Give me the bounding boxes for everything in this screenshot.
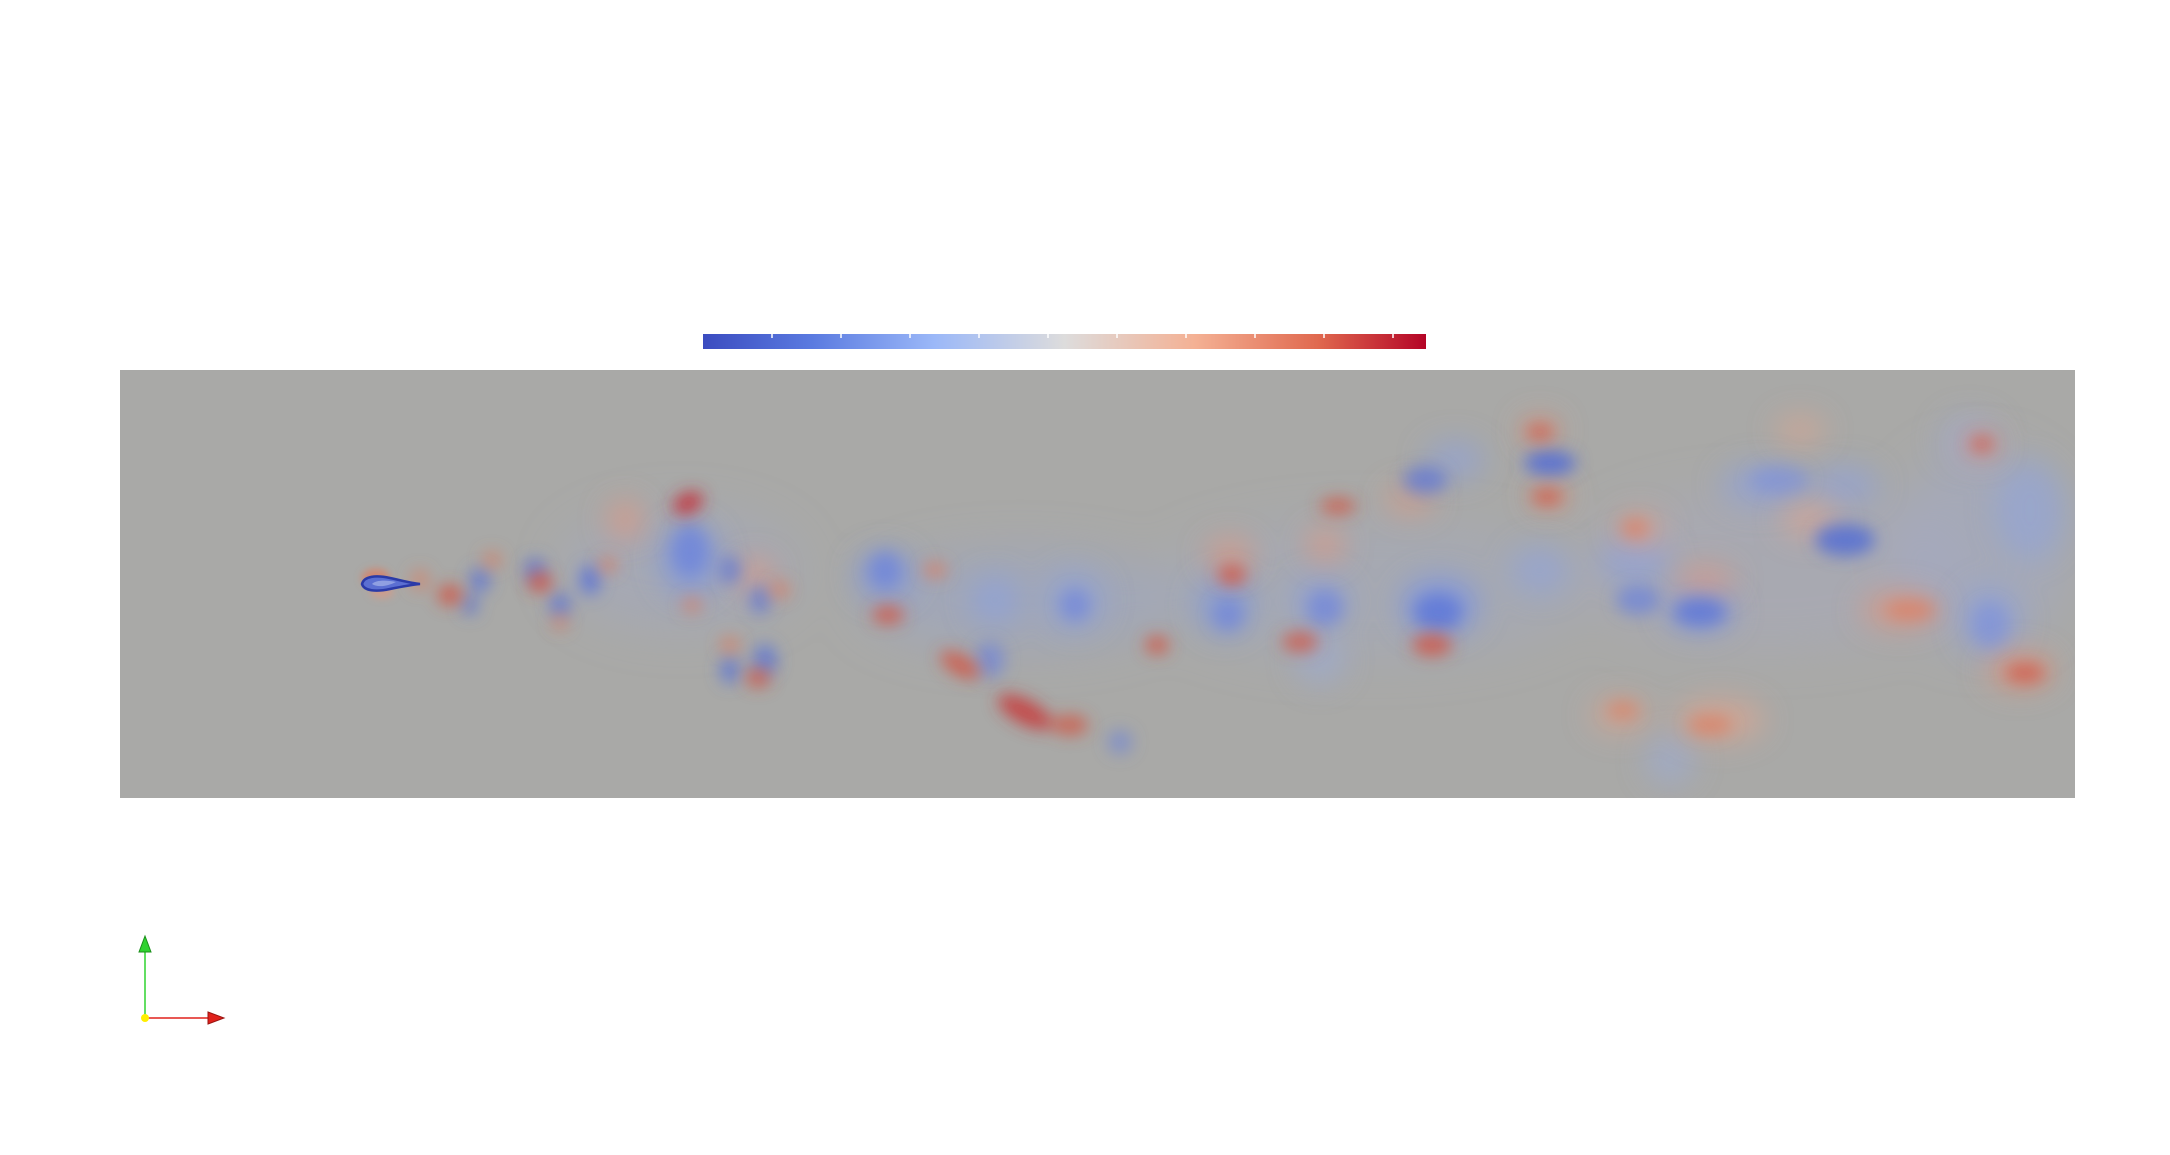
colorbar-ticks [771, 334, 1394, 338]
negative-vortices-strong [462, 451, 2008, 754]
colorbar-gradient [703, 334, 1426, 349]
axes-triad-icon [128, 930, 238, 1030]
scalar-colorbar [703, 334, 1426, 349]
origin-dot [141, 1014, 149, 1022]
y-axis-arrow-icon [138, 934, 152, 953]
vorticity-field [120, 370, 2075, 798]
flow-field-domain[interactable] [120, 370, 2075, 798]
x-axis-arrow-icon [207, 1011, 226, 1025]
positive-vortices-strong [412, 424, 2045, 735]
airfoil-shape-icon [360, 575, 421, 592]
